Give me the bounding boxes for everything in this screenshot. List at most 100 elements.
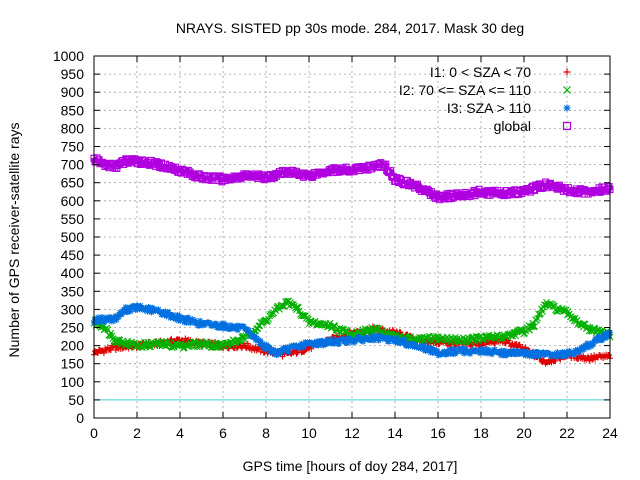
series-1-point	[501, 335, 504, 338]
series-3-point	[522, 190, 526, 193]
series-1-point	[436, 337, 440, 340]
series-3-point	[415, 185, 418, 188]
x-tick-label: 4	[176, 425, 184, 441]
x-tick-label: 14	[387, 425, 403, 441]
series-2-point	[307, 342, 311, 345]
series-1-point	[479, 337, 483, 340]
series-1-point	[200, 342, 203, 345]
x-tick-label: 2	[133, 425, 141, 441]
series-3-point	[103, 163, 106, 166]
legend-label: I1: 0 < SZA < 70	[430, 64, 531, 80]
series-2-point	[243, 328, 246, 331]
series-2-point	[329, 340, 332, 344]
series-3-point	[383, 163, 386, 166]
x-tick-label: 8	[262, 425, 270, 441]
series-3-point	[157, 163, 160, 166]
x-tick-label: 22	[559, 425, 575, 441]
series-2	[91, 302, 613, 361]
legend-marker	[563, 104, 571, 112]
series-3-point	[329, 168, 332, 172]
series-3-point	[372, 165, 375, 168]
x-tick-label: 6	[219, 425, 227, 441]
series-3-point	[221, 177, 225, 181]
series-2-point	[200, 322, 203, 326]
series-3-point	[286, 170, 289, 174]
legend-marker	[563, 86, 571, 94]
series-2-point	[125, 308, 128, 311]
series-2-point	[286, 348, 289, 351]
series-2-point	[372, 337, 375, 340]
series-1-point	[522, 329, 526, 333]
series-1-point	[243, 337, 246, 340]
y-tick-label: 500	[61, 229, 85, 245]
x-tick-label: 0	[90, 425, 98, 441]
series-0-point	[114, 346, 117, 349]
legend-marker	[562, 121, 572, 131]
series-1-point	[275, 308, 278, 311]
y-tick-label: 300	[61, 301, 85, 317]
series-3-point	[544, 183, 547, 186]
series-2-point	[501, 351, 504, 355]
legend: I1: 0 < SZA < 70 I2: 70 <= SZA <= 110 I3: …	[399, 64, 572, 134]
series-2-point	[458, 349, 461, 353]
series-2-point	[221, 324, 225, 327]
x-tick-label: 24	[602, 425, 618, 441]
series-3-point	[501, 192, 504, 195]
series-3-point	[114, 165, 117, 168]
y-tick-label: 150	[61, 356, 85, 372]
y-tick-label: 250	[61, 320, 85, 336]
legend-label: I3: SZA > 110	[447, 100, 531, 116]
series-1-point	[415, 338, 418, 342]
series-1-point	[221, 344, 225, 347]
y-tick-label: 400	[61, 265, 85, 281]
series-3-point	[125, 159, 128, 163]
series-3-point	[393, 177, 397, 181]
series-3-point	[264, 176, 268, 179]
y-ticks: 0 50 100 150 200 250 300 350 400 450 500 550 600 650 7…	[53, 48, 610, 426]
x-tick-label: 20	[516, 425, 532, 441]
series-1-point	[135, 344, 139, 347]
y-tick-label: 700	[61, 157, 85, 173]
y-tick-label: 650	[61, 175, 85, 191]
y-tick-label: 600	[61, 193, 85, 209]
series-1-point	[458, 338, 461, 342]
series-0-point	[587, 357, 590, 360]
series-2-point	[135, 306, 139, 309]
chart-title: NRAYS. SISTED pp 30s mode. 284, 2017. Ma…	[176, 20, 524, 36]
series-2-point	[522, 352, 526, 355]
series-3-point	[479, 190, 483, 193]
series-3-point	[135, 159, 139, 163]
y-tick-label: 50	[68, 392, 84, 408]
y-tick-label: 350	[61, 283, 85, 299]
legend-label: I2: 70 <= SZA <= 110	[399, 82, 531, 98]
series-1-point	[286, 300, 289, 304]
series-1-point	[565, 311, 569, 315]
series-3-point	[587, 190, 590, 193]
series-2-point	[415, 344, 418, 347]
y-tick-label: 750	[61, 139, 85, 155]
series-1-point	[329, 324, 332, 327]
series-1-point	[350, 333, 354, 336]
series-1-point	[264, 319, 268, 322]
series-3-point	[350, 168, 354, 172]
series-2-point	[264, 346, 268, 349]
series-1-point	[103, 326, 106, 329]
series-0-point	[307, 346, 311, 349]
series-3-point	[458, 194, 461, 197]
series-2-point	[350, 338, 354, 342]
legend-marker	[563, 68, 571, 76]
y-tick-label: 550	[61, 211, 85, 227]
series-2-point	[178, 317, 182, 320]
series-3-point	[200, 176, 203, 179]
x-tick-label: 12	[344, 425, 360, 441]
series-1-point	[114, 338, 117, 342]
series-3	[90, 154, 614, 204]
series-3-point	[243, 174, 246, 177]
series-group	[90, 154, 614, 367]
series-1-point	[372, 328, 375, 331]
series-1-point	[178, 344, 182, 347]
x-tick-label: 18	[473, 425, 489, 441]
series-1-point	[297, 308, 300, 311]
y-tick-label: 1000	[53, 48, 84, 64]
